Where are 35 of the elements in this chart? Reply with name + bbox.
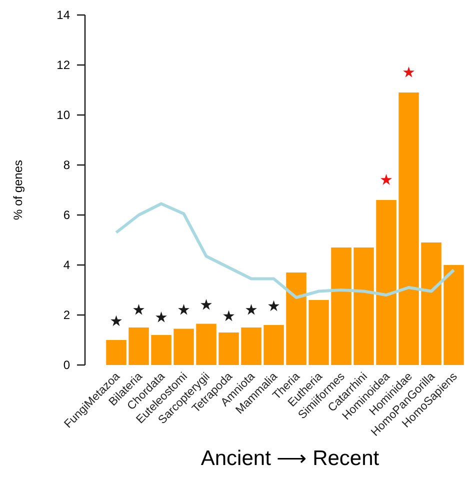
y-tick-label: 14 <box>56 8 70 22</box>
bar <box>264 325 284 365</box>
line-series <box>114 202 456 299</box>
bar <box>174 328 194 365</box>
bar <box>241 328 262 365</box>
y-tick-label: 12 <box>56 58 70 72</box>
point <box>178 304 190 315</box>
bar <box>128 328 149 365</box>
bar <box>376 200 396 365</box>
point <box>223 310 234 322</box>
point <box>110 315 122 326</box>
bar <box>331 248 352 365</box>
bar <box>106 340 126 365</box>
bar <box>196 324 216 365</box>
bar <box>151 335 172 365</box>
x-axis-title: Ancient ⟶ Recent <box>200 447 380 470</box>
point <box>200 299 212 310</box>
point <box>246 304 257 315</box>
y-tick-label: 4 <box>63 258 70 272</box>
bar <box>444 265 464 365</box>
y-tick-label: 0 <box>63 358 70 372</box>
y-tick-label: 6 <box>63 208 70 222</box>
bar <box>354 248 374 365</box>
point <box>268 300 280 312</box>
y-tick-label: 2 <box>63 308 70 322</box>
point <box>133 304 144 315</box>
y-axis-title: % of genes <box>11 160 25 220</box>
bar <box>286 272 306 365</box>
point <box>156 312 167 322</box>
y-tick-label: 8 <box>63 158 70 172</box>
bar <box>398 92 419 365</box>
bar <box>218 332 239 365</box>
y-tick-label: 10 <box>56 108 70 122</box>
bar <box>421 242 442 365</box>
bar <box>308 300 329 365</box>
